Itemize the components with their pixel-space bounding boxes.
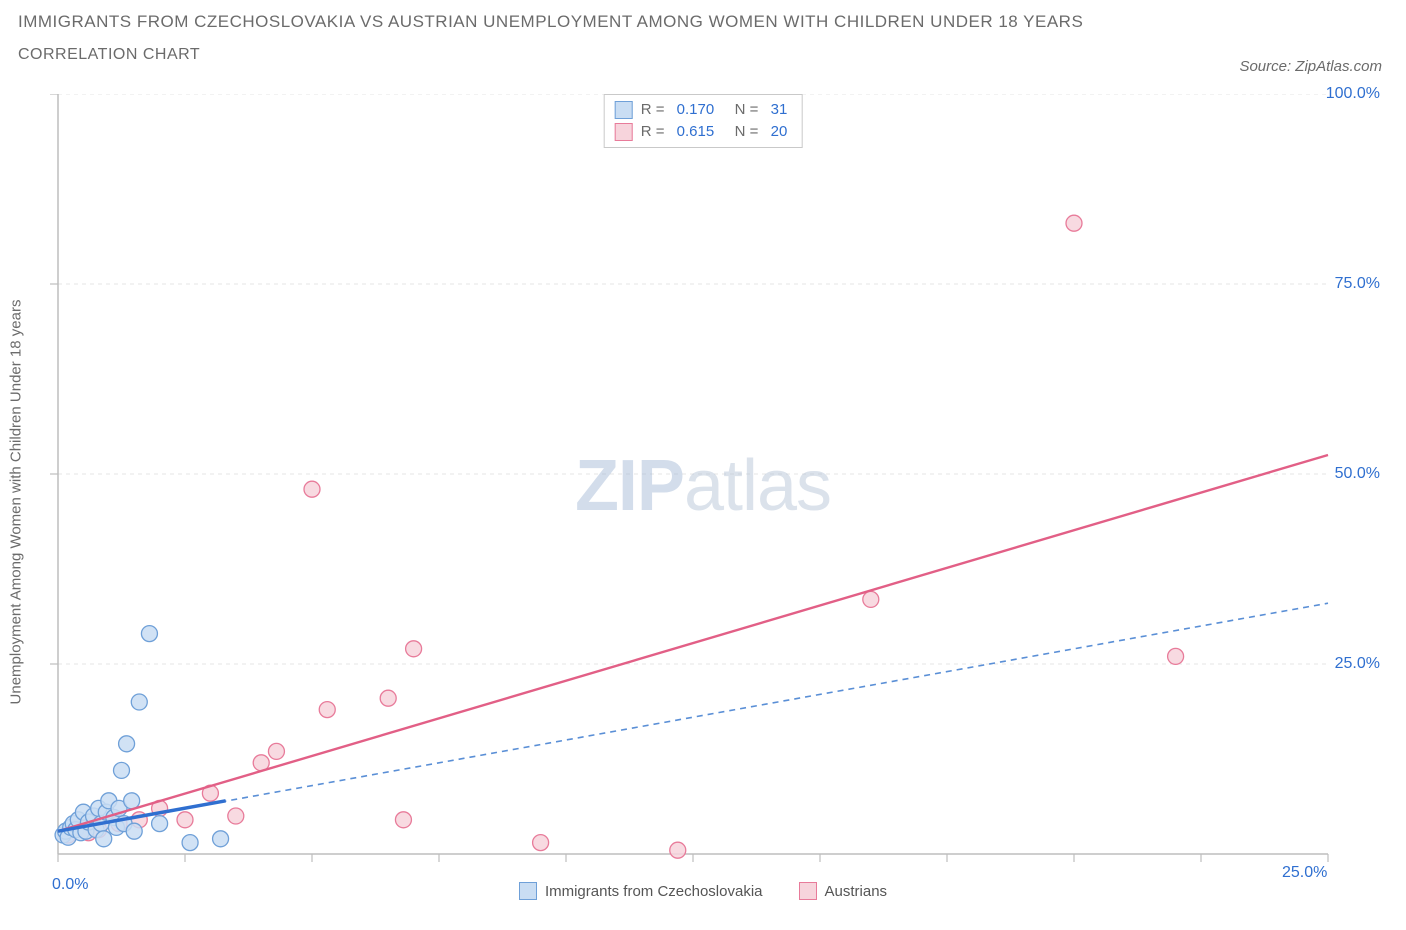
stat-r-value-1: 0.170 — [677, 99, 715, 121]
stat-n-label: N = — [722, 121, 762, 143]
legend-label-2: Austrians — [825, 883, 888, 900]
stat-n-label: N = — [722, 99, 762, 121]
page-title: IMMIGRANTS FROM CZECHOSLOVAKIA VS AUSTRI… — [18, 12, 1388, 32]
legend-label-1: Immigrants from Czechoslovakia — [545, 883, 763, 900]
x-max-label: 25.0% — [1282, 864, 1327, 882]
stats-row-series-1: R = 0.170 N = 31 — [615, 99, 788, 121]
stat-r-label: R = — [641, 99, 669, 121]
stat-r-value-2: 0.615 — [677, 121, 715, 143]
stats-legend-box: R = 0.170 N = 31 R = 0.615 N = 20 — [604, 94, 803, 148]
stats-row-series-2: R = 0.615 N = 20 — [615, 121, 788, 143]
correlation-chart: Unemployment Among Women with Children U… — [18, 94, 1388, 910]
legend-item-series-2: Austrians — [799, 882, 888, 900]
chart-canvas — [18, 94, 1388, 910]
legend-item-series-1: Immigrants from Czechoslovakia — [519, 882, 763, 900]
y-tick-label: 25.0% — [1335, 655, 1380, 673]
legend-swatch-1 — [519, 882, 537, 900]
source-credit: Source: ZipAtlas.com — [1239, 58, 1382, 75]
swatch-series-1 — [615, 101, 633, 119]
legend-swatch-2 — [799, 882, 817, 900]
swatch-series-2 — [615, 123, 633, 141]
x-legend: Immigrants from Czechoslovakia Austrians — [18, 882, 1388, 900]
page-subtitle: CORRELATION CHART — [18, 46, 1388, 64]
y-tick-label: 100.0% — [1326, 85, 1380, 103]
stat-r-label: R = — [641, 121, 669, 143]
stat-n-value-1: 31 — [771, 99, 788, 121]
y-tick-label: 50.0% — [1335, 465, 1380, 483]
y-tick-label: 75.0% — [1335, 275, 1380, 293]
stat-n-value-2: 20 — [771, 121, 788, 143]
